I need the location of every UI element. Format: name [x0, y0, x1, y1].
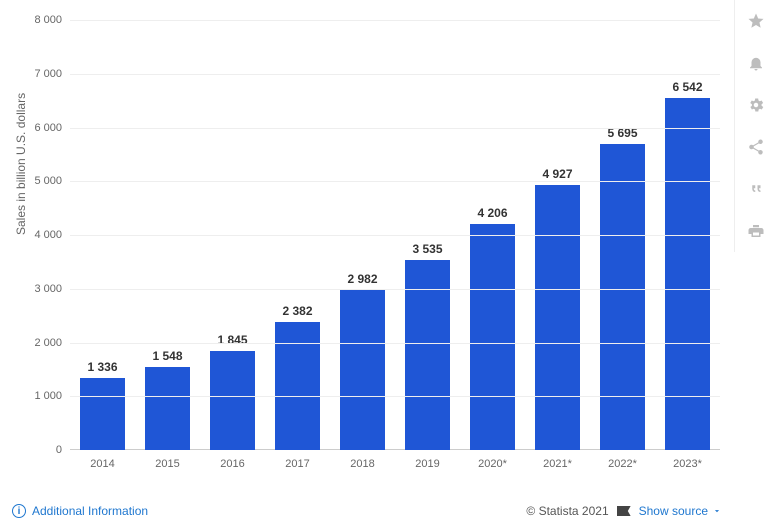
y-axis-label: Sales in billion U.S. dollars — [14, 93, 28, 235]
x-tick-label: 2020* — [460, 452, 525, 470]
alert-icon[interactable] — [735, 42, 776, 84]
additional-info-label: Additional Information — [32, 504, 148, 518]
bar[interactable] — [600, 144, 646, 450]
y-tick-label: 2 000 — [34, 337, 70, 349]
bar[interactable] — [80, 378, 126, 450]
x-tick-label: 2015 — [135, 452, 200, 470]
bar-value-label: 6 542 — [672, 80, 702, 94]
y-tick-label: 6 000 — [34, 122, 70, 134]
x-tick-label: 2016 — [200, 452, 265, 470]
show-source-label: Show source — [639, 504, 708, 518]
y-tick-label: 4 000 — [34, 229, 70, 241]
y-tick-label: 7 000 — [34, 68, 70, 80]
y-tick-label: 5 000 — [34, 175, 70, 187]
y-tick-label: 1 000 — [34, 390, 70, 402]
additional-info-link[interactable]: i Additional Information — [12, 504, 148, 518]
bar-value-label: 1 548 — [152, 349, 182, 363]
y-tick-label: 0 — [56, 444, 70, 456]
x-tick-label: 2023* — [655, 452, 720, 470]
bar[interactable] — [470, 224, 516, 450]
grid-line — [70, 74, 720, 75]
chart-container: Sales in billion U.S. dollars 1 336 1 548… — [0, 0, 776, 527]
chart-footer: i Additional Information © Statista 2021… — [0, 495, 734, 527]
bar-value-label: 3 535 — [412, 242, 442, 256]
show-source-link[interactable]: Show source — [639, 504, 722, 518]
grid-line — [70, 396, 720, 397]
plot-region: 1 336 1 548 1 845 2 382 2 982 3 535 4 206 4 927… — [70, 20, 720, 450]
bar[interactable] — [210, 351, 256, 450]
print-icon[interactable] — [735, 210, 776, 252]
chevron-down-icon — [712, 506, 722, 516]
x-tick-label: 2017 — [265, 452, 330, 470]
x-tick-label: 2018 — [330, 452, 395, 470]
x-tick-label: 2014 — [70, 452, 135, 470]
grid-line — [70, 289, 720, 290]
favorite-icon[interactable] — [735, 0, 776, 42]
y-tick-label: 3 000 — [34, 283, 70, 295]
flag-icon[interactable] — [617, 506, 631, 516]
x-tick-label: 2022* — [590, 452, 655, 470]
bar-value-label: 4 206 — [477, 206, 507, 220]
bar-value-label: 1 845 — [217, 333, 247, 347]
chart-area: Sales in billion U.S. dollars 1 336 1 548… — [0, 0, 734, 490]
grid-line — [70, 181, 720, 182]
x-tick-label: 2019 — [395, 452, 460, 470]
copyright-text: © Statista 2021 — [526, 504, 608, 518]
grid-line — [70, 343, 720, 344]
grid-line — [70, 128, 720, 129]
bar[interactable] — [665, 98, 711, 450]
bar[interactable] — [145, 367, 191, 450]
x-tick-label: 2021* — [525, 452, 590, 470]
info-icon: i — [12, 504, 26, 518]
bar-value-label: 4 927 — [542, 167, 572, 181]
grid-line — [70, 235, 720, 236]
grid-line — [70, 20, 720, 21]
bar-value-label: 2 982 — [347, 272, 377, 286]
settings-icon[interactable] — [735, 84, 776, 126]
bar[interactable] — [340, 290, 386, 450]
bar-value-label: 2 382 — [282, 304, 312, 318]
bar-value-label: 1 336 — [87, 360, 117, 374]
share-icon[interactable] — [735, 126, 776, 168]
cite-icon[interactable] — [735, 168, 776, 210]
bar[interactable] — [535, 185, 581, 450]
side-toolbar — [734, 0, 776, 252]
bar[interactable] — [275, 322, 321, 450]
x-axis-labels: 2014201520162017201820192020*2021*2022*2… — [70, 452, 720, 470]
y-tick-label: 8 000 — [34, 14, 70, 26]
